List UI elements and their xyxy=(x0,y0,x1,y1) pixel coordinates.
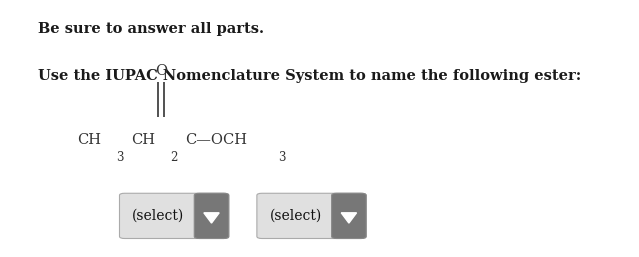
Polygon shape xyxy=(204,213,219,223)
FancyBboxPatch shape xyxy=(257,193,366,238)
Text: (select): (select) xyxy=(270,209,322,223)
Text: Be sure to answer all parts.: Be sure to answer all parts. xyxy=(38,22,265,36)
Text: O: O xyxy=(155,65,167,78)
Text: 3: 3 xyxy=(278,151,286,164)
Text: CH: CH xyxy=(131,133,155,147)
Text: Use the IUPAC Nomenclature System to name the following ester:: Use the IUPAC Nomenclature System to nam… xyxy=(38,69,581,83)
Text: C—OCH: C—OCH xyxy=(185,133,247,147)
FancyBboxPatch shape xyxy=(332,193,366,238)
FancyBboxPatch shape xyxy=(194,193,229,238)
Text: CH: CH xyxy=(77,133,101,147)
Text: 2: 2 xyxy=(171,151,178,164)
FancyBboxPatch shape xyxy=(119,193,229,238)
Text: 3: 3 xyxy=(116,151,124,164)
Polygon shape xyxy=(341,213,357,223)
Text: (select): (select) xyxy=(132,209,185,223)
